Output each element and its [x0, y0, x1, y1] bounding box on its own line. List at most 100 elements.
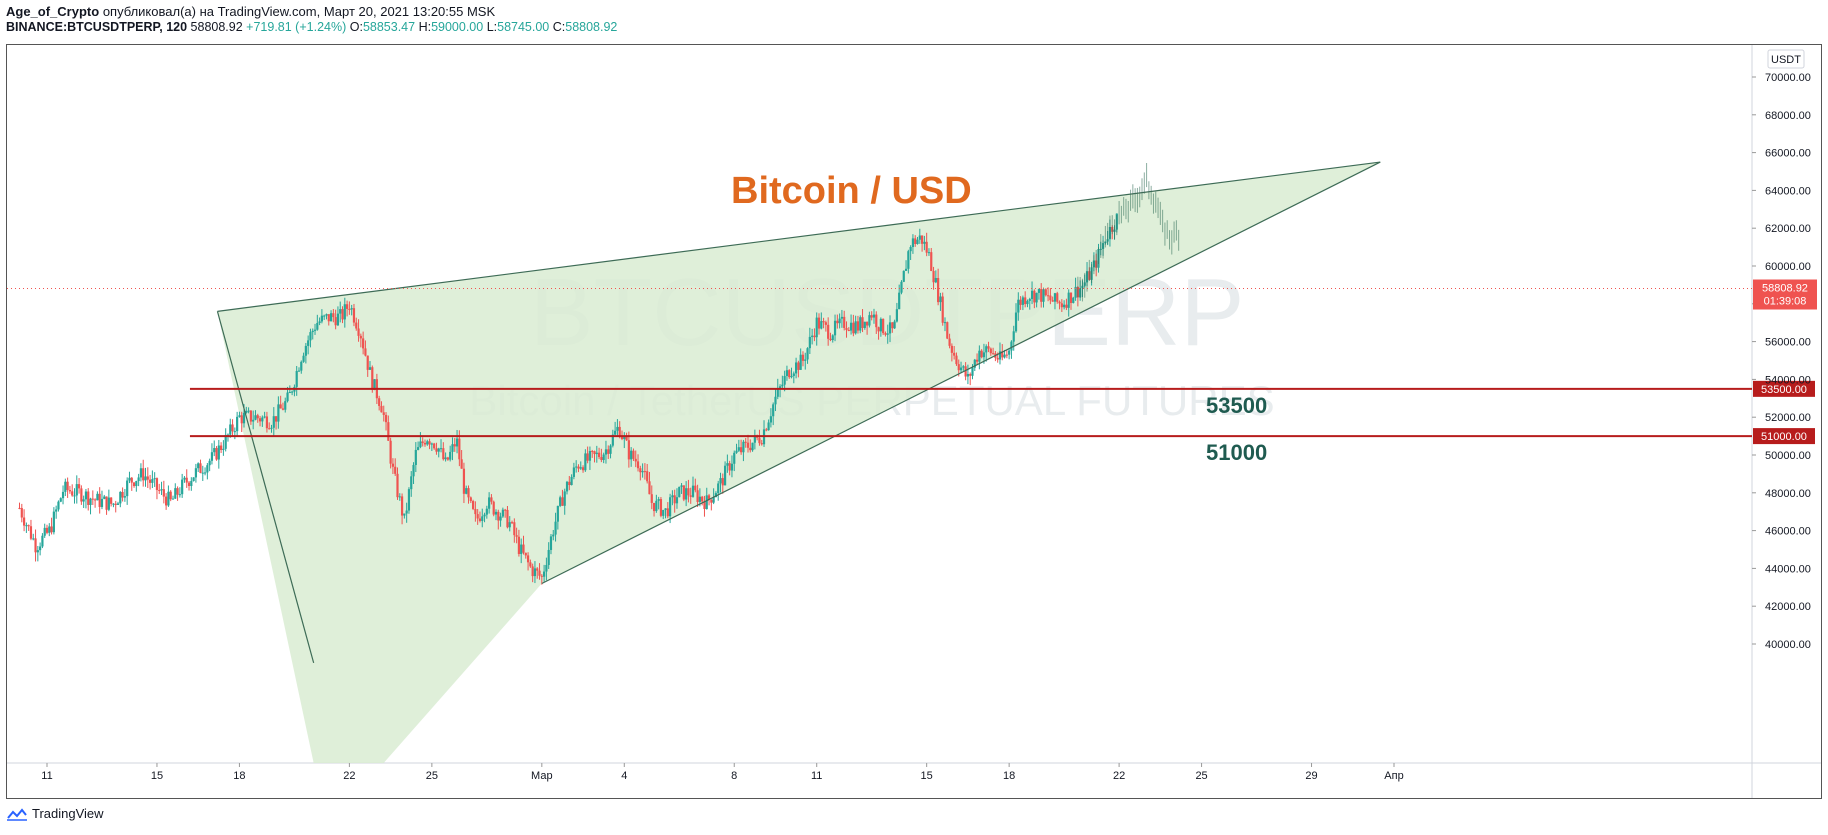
candle-body [357, 328, 360, 336]
last-price-countdown: 01:39:08 [1764, 296, 1807, 308]
x-tick-label: 11 [811, 770, 822, 782]
candle-body [426, 441, 429, 445]
candle-body [151, 479, 154, 483]
candle-body [877, 327, 880, 332]
candle-body [59, 498, 62, 502]
candle-body [1044, 289, 1047, 296]
candle-body [126, 480, 129, 497]
open-label: O: [349, 20, 363, 34]
candle-body [517, 536, 521, 554]
support-level-label: 51000 [1206, 440, 1267, 465]
candle-body [577, 466, 580, 469]
candle-body [339, 309, 342, 314]
candle-body [662, 509, 665, 516]
x-tick-label: Мар [531, 770, 553, 782]
candle-body [355, 322, 358, 329]
candle-body [302, 355, 305, 362]
candle-body [996, 357, 999, 360]
candle-body [410, 476, 413, 490]
candle-body [749, 447, 752, 451]
candle-body [87, 491, 90, 505]
candle-body [719, 478, 722, 484]
candle-body [488, 497, 491, 509]
candle-body [964, 366, 967, 377]
candle-body [811, 335, 814, 337]
candle-body [34, 538, 37, 553]
x-tick-label: Апр [1384, 770, 1403, 782]
candle-body [685, 488, 688, 500]
candle-body [224, 434, 227, 449]
candle-body [609, 445, 612, 454]
candle-body [20, 508, 23, 518]
candle-body [359, 335, 362, 339]
candle-body [1072, 297, 1075, 303]
candle-body [176, 488, 179, 495]
candle-body [904, 268, 908, 271]
candle-body [41, 535, 44, 547]
price-chart[interactable]: BTCUSDTPERPBitcoin / TetherUS PERPETUAL … [7, 45, 1821, 798]
candle-body [563, 491, 566, 506]
author-name[interactable]: Age_of_Crypto [6, 4, 100, 19]
candle-body [1014, 312, 1018, 332]
candle-body [547, 549, 550, 565]
candle-body [845, 327, 848, 330]
candle-body [987, 346, 990, 349]
candle-body [364, 348, 367, 356]
candle-body [190, 480, 193, 486]
candle-body [343, 304, 346, 320]
chart-frame[interactable]: BTCUSDTPERPBitcoin / TetherUS PERPETUAL … [6, 44, 1822, 799]
candle-body [309, 332, 312, 341]
candle-body [435, 448, 438, 452]
candle-body [655, 500, 658, 512]
candle-body [671, 495, 674, 498]
candle-body [45, 527, 49, 533]
candle-body [955, 355, 958, 365]
candle-body [449, 451, 452, 460]
candle-body [650, 494, 653, 503]
candle-body [524, 552, 527, 556]
candle-body [829, 338, 832, 341]
candle-body [856, 321, 860, 331]
candle-body [1024, 297, 1027, 305]
candle-body [194, 468, 198, 478]
candle-body [742, 441, 745, 453]
candle-body [932, 270, 935, 283]
candle-body [584, 453, 587, 471]
candle-body [453, 444, 456, 447]
y-tick-label: 52000.00 [1765, 412, 1811, 424]
last-price-value: 58808.92 [1762, 283, 1808, 295]
candle-body [694, 485, 697, 491]
candle-body [893, 321, 896, 329]
candle-body [827, 324, 830, 339]
candle-body [474, 508, 477, 515]
candle-body [586, 453, 589, 461]
candle-body [772, 404, 775, 417]
y-tick-label: 64000.00 [1765, 185, 1811, 197]
candle-body [882, 318, 885, 334]
candle-body [110, 497, 113, 504]
candle-body [953, 352, 956, 356]
candle-body [270, 427, 273, 429]
candle-body [971, 367, 974, 376]
candle-body [66, 481, 69, 491]
candle-body [884, 333, 887, 335]
candle-body [254, 415, 257, 420]
candle-body [199, 463, 202, 473]
candle-body [639, 468, 642, 473]
candle-body [469, 497, 472, 502]
candle-body [407, 489, 411, 511]
candle-body [421, 441, 424, 443]
candle-body [872, 314, 876, 318]
candle-body [48, 526, 51, 533]
candle-body [423, 442, 427, 445]
candle-body [767, 422, 770, 431]
candle-body [398, 496, 401, 498]
candle-body [838, 318, 841, 324]
candle-body [843, 316, 846, 328]
tradingview-logo[interactable]: TradingView [6, 806, 104, 821]
candle-body [740, 447, 743, 453]
candle-body [36, 550, 39, 553]
wedge-line [216, 311, 315, 664]
support-level-label: 53500 [1206, 393, 1267, 418]
candle-body [1042, 289, 1045, 302]
